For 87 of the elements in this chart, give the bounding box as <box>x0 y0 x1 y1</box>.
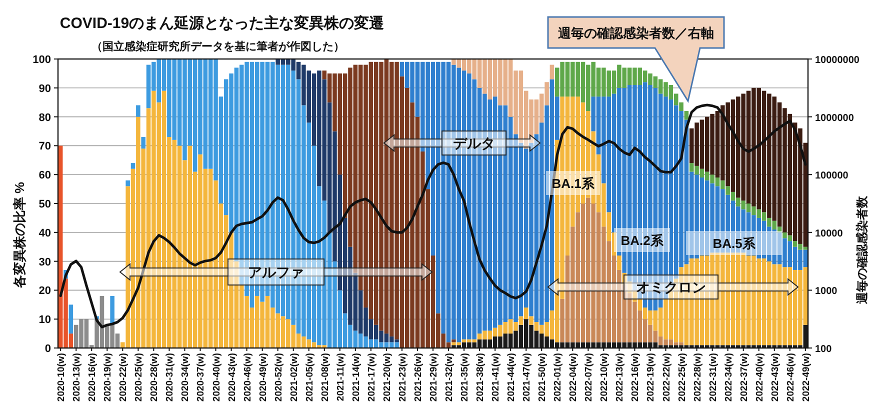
y-tick-label: 50 <box>38 198 51 210</box>
y-axis-title: 各変異株の比率 % <box>12 181 27 290</box>
y-tick-label: 70 <box>38 140 51 153</box>
x-tick-label: 2020-40(w) <box>211 353 222 402</box>
y-tick-label: 80 <box>38 112 51 124</box>
x-tick-label: 2020-13(w) <box>72 353 83 402</box>
x-tick-label: 2020-22(w) <box>118 353 130 402</box>
x-tick-label: 2020-25(w) <box>134 353 145 402</box>
x-tick-label: 2020-34(w) <box>180 353 192 402</box>
annotation: オミクロン <box>636 279 706 295</box>
x-tick-label: 2021-32(w) <box>444 353 456 402</box>
bar <box>684 111 689 120</box>
x-tick-label: 2022-07(w) <box>584 353 595 402</box>
x-tick-label: 2022-40(w) <box>754 353 766 402</box>
x-tick-label: 2020-37(w) <box>196 353 207 402</box>
y-tick-label: 40 <box>38 227 51 240</box>
y-tick-label: 100 <box>32 54 51 66</box>
x-tick-label: 2022-37(w) <box>738 353 750 402</box>
y2-axis-title: 週毎の確認感染者数 <box>855 195 869 305</box>
annotation: BA.2系 <box>620 233 664 248</box>
x-tick-label: 2022-46(w) <box>785 353 796 402</box>
x-tick-label: 2020-49(w) <box>258 353 269 402</box>
y2-tick-label: 1000000 <box>815 112 854 124</box>
y-tick-label: 60 <box>38 170 51 182</box>
y-tick-label: 0 <box>44 343 51 355</box>
x-tick-label: 2020-28(w) <box>149 353 160 402</box>
x-tick-label: 2022-13(w) <box>614 353 626 402</box>
x-tick-label: 2020-16(w) <box>87 353 98 402</box>
x-tick-label: 2021-35(w) <box>460 353 471 402</box>
x-tick-label: 2021-38(w) <box>475 353 486 402</box>
x-tick-label: 2020-52(w) <box>273 353 284 402</box>
bar <box>617 256 622 270</box>
x-tick-label: 2021-26(w) <box>412 353 424 402</box>
annotation: BA.5系 <box>712 236 756 251</box>
x-tick-label: 2022-22(w) <box>661 353 672 402</box>
bar <box>68 304 74 334</box>
bar <box>110 296 114 325</box>
y2-tick-label: 10000 <box>815 228 844 240</box>
y2-tick-label: 10000000 <box>815 55 860 66</box>
x-tick-label: 2021-44(w) <box>506 353 518 402</box>
x-tick-label: 2021-02(w) <box>288 353 300 402</box>
chart-title: COVID-19のまん延源となった主な変異株の変遷 <box>60 14 386 32</box>
x-tick-label: 2021-47(w) <box>522 353 533 402</box>
x-tick-label: 2022-31(w) <box>708 353 719 402</box>
x-tick-label: 2021-50(w) <box>537 353 548 402</box>
x-tick-label: 2022-04(w) <box>568 353 580 402</box>
x-tick-label: 2020-31(w) <box>164 353 176 402</box>
y-tick-label: 20 <box>38 285 51 298</box>
x-tick-label: 2020-43(w) <box>226 353 238 402</box>
y-tick-label: 10 <box>38 314 51 326</box>
x-tick-label: 2021-17(w) <box>366 353 378 402</box>
x-tick-label: 2022-34(w) <box>723 353 734 402</box>
x-tick-label: 2022-49(w) <box>800 353 812 402</box>
y-tick-label: 90 <box>38 82 51 95</box>
x-tick-label: 2021-05(w) <box>304 353 316 402</box>
bar <box>126 180 130 186</box>
x-tick-label: 2022-16(w) <box>630 353 642 402</box>
x-tick-label: 2021-23(w) <box>397 353 408 402</box>
x-tick-label: 2021-08(w) <box>320 353 331 402</box>
annotation: デルタ <box>453 135 495 151</box>
x-tick-label: 2022-01(w) <box>552 353 564 402</box>
x-tick-label: 2022-28(w) <box>692 353 704 402</box>
y2-tick-label: 100 <box>815 344 832 355</box>
bar <box>130 163 136 169</box>
x-tick-label: 2022-43(w) <box>770 353 781 402</box>
annotation: BA.1系 <box>552 176 596 191</box>
x-tick-label: 2021-20(w) <box>382 353 393 402</box>
y2-tick-label: 1000 <box>815 286 838 298</box>
bar <box>141 137 146 149</box>
x-tick-label: 2020-19(w) <box>102 353 114 402</box>
x-tick-label: 2020-46(w) <box>242 353 254 402</box>
bar <box>550 64 554 80</box>
chart-subtitle: （国立感染症研究所データを基に筆者が作図した） <box>92 40 344 53</box>
x-tick-label: 2021-11(w) <box>335 353 346 402</box>
x-tick-label: 2022-10(w) <box>599 353 610 402</box>
y-tick-label: 30 <box>38 256 51 268</box>
bar <box>452 339 456 342</box>
x-tick-label: 2021-29(w) <box>428 353 440 402</box>
x-tick-label: 2022-19(w) <box>646 353 657 402</box>
x-tick-label: 2022-25(w) <box>676 353 688 402</box>
annotation: アルファ <box>248 264 304 280</box>
text: 週毎の確認感染者数／右軸 <box>557 26 714 40</box>
x-tick-label: 2021-14(w) <box>350 353 362 402</box>
y2-tick-label: 100000 <box>815 170 849 182</box>
x-tick-label: 2020-10(w) <box>56 353 68 402</box>
bar <box>136 105 140 117</box>
x-tick-label: 2021-41(w) <box>490 353 502 402</box>
